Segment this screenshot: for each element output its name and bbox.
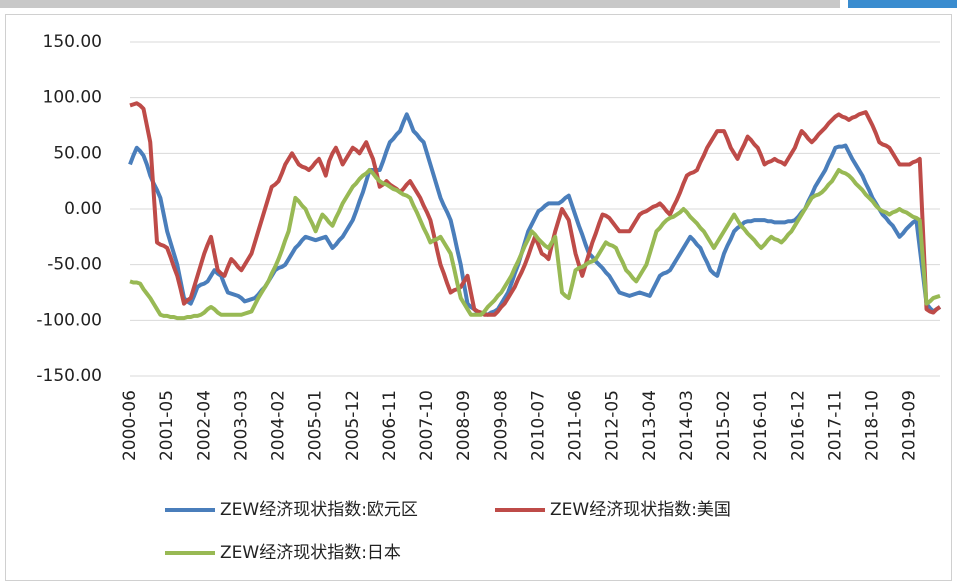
y-tick-label: -150.00 [36,366,102,386]
chart-frame [5,14,952,581]
x-tick-label: 2005-01 [306,390,326,461]
x-tick-label: 2010-07 [528,390,548,461]
y-tick-label: 150.00 [43,32,102,52]
x-tick-label: 2015-02 [714,390,734,461]
x-tick-label: 2009-08 [491,390,511,461]
top-bar [0,0,840,8]
top-tab [848,0,957,8]
x-tick-label: 2003-03 [231,390,251,461]
x-tick-label: 2018-10 [863,390,883,461]
x-tick-label: 2019-09 [900,390,920,461]
series-line [129,168,941,321]
x-tick-label: 2000-06 [120,390,140,461]
y-tick-label: 50.00 [53,143,102,163]
x-tick-label: 2016-12 [788,390,808,461]
legend-label: ZEW经济现状指数:日本 [220,543,401,563]
x-tick-label: 2001-05 [157,390,177,461]
y-tick-label: 0.00 [64,199,102,219]
y-tick-label: -50.00 [47,255,102,275]
y-tick-label: -100.00 [36,310,102,330]
x-tick-label: 2012-05 [603,390,623,461]
x-tick-label: 2013-04 [640,390,660,461]
x-tick-label: 2011-06 [566,390,586,461]
x-tick-label: 2014-03 [677,390,697,461]
x-tick-label: 2016-01 [751,390,771,461]
legend-label: ZEW经济现状指数:美国 [550,500,731,520]
x-tick-label: 2007-10 [417,390,437,461]
x-tick-label: 2006-11 [380,390,400,461]
y-tick-label: 100.00 [43,88,102,108]
x-tick-label: 2005-12 [343,390,363,461]
x-tick-label: 2008-09 [454,390,474,461]
x-tick-label: 2004-02 [269,390,289,461]
x-tick-label: 2002-04 [194,390,214,461]
x-tick-label: 2017-11 [825,390,845,461]
legend-label: ZEW经济现状指数:欧元区 [220,500,418,520]
